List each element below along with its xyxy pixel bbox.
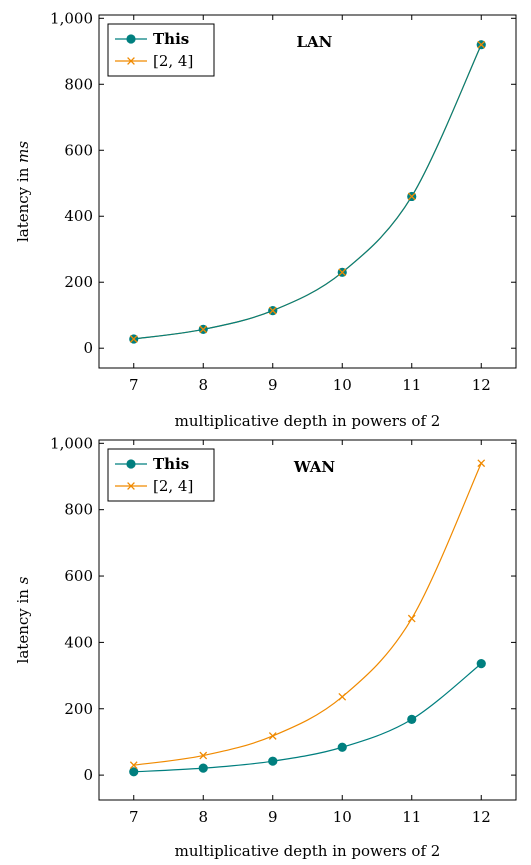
- panel-title: LAN: [296, 33, 332, 51]
- x-tick-label: 12: [472, 376, 491, 394]
- series-line-this: [133, 44, 482, 340]
- data-point-this: [129, 767, 139, 777]
- plot-frame: [98, 439, 517, 801]
- x-tick-label: 7: [129, 376, 139, 394]
- x-axis-label: multiplicative depth in powers of 2: [175, 412, 441, 430]
- marker-stroke: [407, 614, 416, 623]
- legend-label: This: [153, 455, 189, 473]
- series-line-this: [133, 663, 482, 773]
- y-tick-label: 0: [83, 339, 93, 357]
- x-tick-label: 10: [333, 376, 352, 394]
- y-tick-label: 1,000: [50, 9, 93, 27]
- y-tick-label: 1,000: [50, 434, 93, 452]
- plot-frame: [98, 14, 517, 369]
- marker-stroke: [338, 268, 347, 277]
- data-point-ref: [199, 325, 208, 334]
- marker-stroke: [129, 335, 138, 343]
- y-tick-label: 200: [64, 700, 93, 718]
- legend-marker-this: [126, 459, 136, 469]
- data-point-ref: [129, 335, 138, 343]
- x-tick-label: 11: [402, 808, 421, 826]
- y-tick-label: 200: [64, 273, 93, 291]
- y-axis-label: latency in s: [14, 576, 32, 663]
- legend-marker-ref: [127, 57, 135, 65]
- x-tick-label: 9: [268, 376, 278, 394]
- marker-stroke: [338, 692, 347, 701]
- data-point-this: [337, 742, 347, 752]
- series-line-ref: [133, 462, 482, 766]
- x-tick-label: 7: [129, 808, 139, 826]
- data-point-ref: [477, 40, 486, 49]
- data-point-ref: [268, 306, 277, 315]
- data-point-ref: [407, 614, 416, 623]
- marker-stroke: [199, 325, 208, 334]
- x-tick-label: 9: [268, 808, 278, 826]
- y-tick-label: 800: [64, 75, 93, 93]
- legend-box: [107, 23, 215, 77]
- legend-label: [2, 4]: [153, 477, 193, 495]
- data-point-ref: [199, 751, 208, 760]
- data-point-this: [198, 763, 208, 773]
- x-tick-label: 10: [333, 808, 352, 826]
- y-axis-label-part: s: [14, 576, 32, 584]
- y-axis-label-part: latency in: [14, 584, 32, 663]
- marker-stroke: [199, 751, 208, 760]
- y-tick-label: 800: [64, 501, 93, 519]
- legend: This [2, 4]: [107, 23, 215, 77]
- legend-marker-ref: [127, 482, 135, 490]
- y-axis-label: latency in ms: [14, 141, 32, 242]
- marker-stroke: [268, 306, 277, 315]
- data-point-this: [476, 659, 486, 669]
- data-point-ref: [129, 761, 138, 770]
- legend-label: [2, 4]: [153, 52, 193, 70]
- y-axis-label-part: ms: [14, 141, 32, 163]
- panel-title: WAN: [293, 458, 336, 476]
- legend-box: [107, 448, 215, 502]
- x-tick-label: 11: [402, 376, 421, 394]
- x-tick-label: 12: [472, 808, 491, 826]
- data-point-ref: [268, 732, 277, 740]
- chart-panel-2: 0 200 400 600 800 1,000 7 8 9 10 11 12 multiplicativ…: [14, 434, 517, 860]
- legend-marker-this: [126, 34, 136, 44]
- y-tick-label: 400: [64, 207, 93, 225]
- y-tick-label: 400: [64, 633, 93, 651]
- legend-label: This: [153, 30, 189, 48]
- data-point-this: [268, 756, 278, 766]
- y-tick-label: 0: [83, 766, 93, 784]
- marker-stroke: [477, 40, 486, 49]
- data-point-ref: [338, 268, 347, 277]
- data-point-ref: [477, 459, 486, 468]
- marker-stroke: [268, 732, 277, 740]
- marker-stroke: [407, 192, 416, 201]
- chart-panel-1: 0 200 400 600 800 1,000 7 8 9 10 11 12 multiplicativ…: [14, 9, 517, 430]
- data-point-this: [407, 714, 417, 724]
- marker-stroke: [477, 459, 486, 468]
- y-axis-label-part: latency in: [14, 163, 32, 242]
- y-tick-label: 600: [64, 567, 93, 585]
- legend: This [2, 4]: [107, 448, 215, 502]
- x-axis-label: multiplicative depth in powers of 2: [175, 842, 441, 860]
- data-point-ref: [407, 192, 416, 201]
- x-tick-label: 8: [198, 376, 208, 394]
- x-tick-label: 8: [198, 808, 208, 826]
- marker-stroke: [129, 761, 138, 770]
- y-tick-label: 600: [64, 141, 93, 159]
- data-point-ref: [338, 692, 347, 701]
